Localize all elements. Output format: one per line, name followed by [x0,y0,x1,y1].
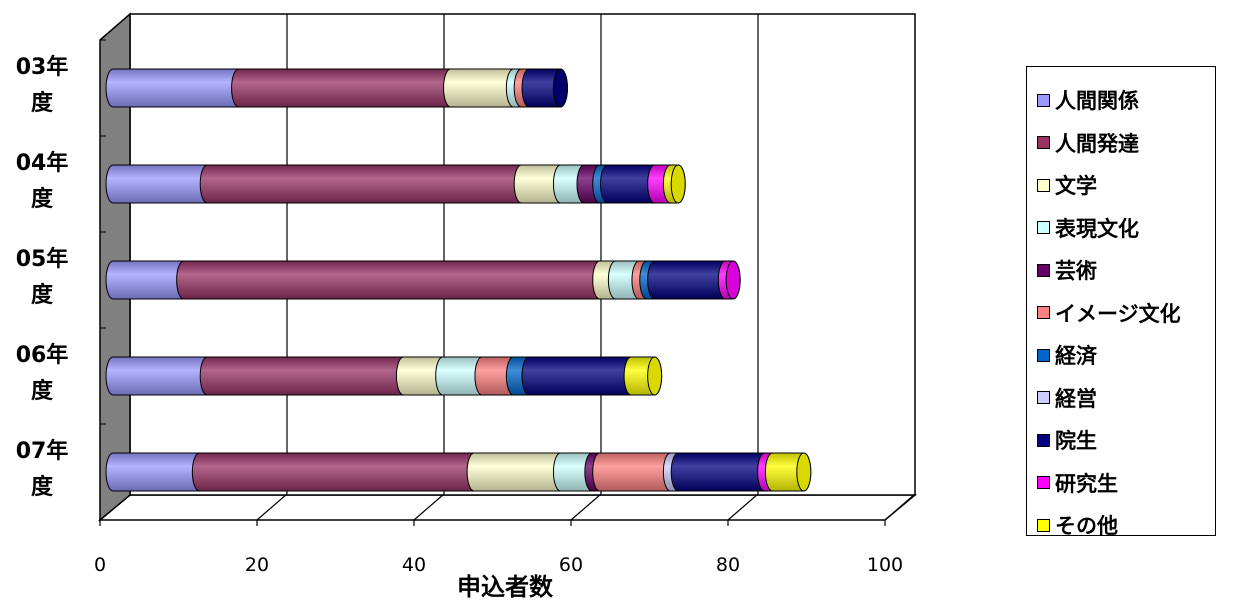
bar-segment [105,68,247,108]
bar-segment [105,356,215,396]
category-label-line: 度 [31,474,54,500]
legend-swatch [1037,306,1050,320]
bar-segment [105,164,215,204]
bar-segment [231,68,459,108]
bar-end-cap [670,164,686,204]
category-label: 07年度 [16,438,69,500]
legend-swatch [1037,433,1050,447]
legend-item: 人間発達 [1037,122,1215,165]
bar-end-cap [647,356,663,396]
legend-label: 人間関係 [1055,89,1139,114]
legend-item: その他 [1037,504,1215,547]
legend-label: 芸術 [1055,259,1097,284]
legend-item: 院生 [1037,419,1215,462]
bar-end-cap [796,452,812,492]
legend-label: 経済 [1055,344,1097,369]
legend-swatch [1037,476,1050,490]
legend-item: 人間関係 [1037,79,1215,122]
legend-swatch [1037,391,1050,405]
category-label-line: 06年 [16,342,69,368]
category-label-line: 度 [31,90,54,116]
x-tick-label: 60 [559,554,583,576]
legend-label: 人間発達 [1055,131,1139,156]
category-label: 04年度 [16,150,69,212]
legend-swatch [1037,221,1050,235]
bar-segment [521,356,639,396]
legend-swatch [1037,93,1050,107]
legend-swatch [1037,178,1050,192]
category-label-line: 度 [31,378,54,404]
legend-item: イメージ文化 [1037,292,1215,335]
category-label-line: 度 [31,186,54,212]
category-label-line: 03年 [16,54,69,80]
legend-item: 表現文化 [1037,207,1215,250]
floor-panel [97,494,918,521]
legend-swatch [1037,136,1050,150]
bars [105,68,812,492]
x-tick-label: 20 [245,554,269,576]
x-tick-label: 100 [867,554,903,576]
legend-label: 文学 [1055,174,1097,199]
category-label: 03年度 [16,54,69,116]
x-tick-label: 80 [716,554,740,576]
bar-segment [105,452,207,492]
bar-segment [466,452,568,492]
bar-end-cap [725,260,741,300]
floor-gridline [727,493,759,521]
legend-swatch [1037,263,1050,277]
category-label-line: 04年 [16,150,69,176]
floor-gridline [884,493,916,521]
category-label-line: 07年 [16,438,69,464]
legend-label: その他 [1055,514,1118,539]
category-label-line: 05年 [16,246,69,272]
legend-item: 経営 [1037,377,1215,420]
legend-swatch [1037,518,1050,532]
legend-label: 経営 [1055,386,1097,411]
legend-item: 経済 [1037,334,1215,377]
bar-end-cap [552,68,568,108]
legend-label: イメージ文化 [1055,301,1181,326]
bar-segment [199,164,529,204]
floor-gridline [256,493,288,521]
bar-segment [191,452,482,492]
legend-item: 文学 [1037,164,1215,207]
x-tick-label: 0 [94,554,106,576]
legend-label: 院生 [1055,429,1097,454]
bar-segment [670,452,773,492]
category-label: 06年度 [16,342,69,404]
legend-item: 芸術 [1037,249,1215,292]
bar-segment [199,356,411,396]
floor-gridline [413,493,445,521]
legend-label: 表現文化 [1055,216,1139,241]
legend-swatch [1037,348,1050,362]
legend-item: 研究生 [1037,462,1215,505]
legend-label: 研究生 [1055,471,1118,496]
floor-gridline [570,493,602,521]
legend: 人間関係人間発達文学表現文化芸術イメージ文化 経済経営院生研究生その他 [1026,66,1216,538]
x-axis-ticks: 0 20 40 60 80 100 [94,39,903,576]
x-tick-label: 40 [402,554,426,576]
category-label: 05年度 [16,246,69,308]
bar-segment [176,260,608,300]
x-axis-title: 申込者数 [457,573,554,601]
category-label-line: 度 [31,282,54,308]
